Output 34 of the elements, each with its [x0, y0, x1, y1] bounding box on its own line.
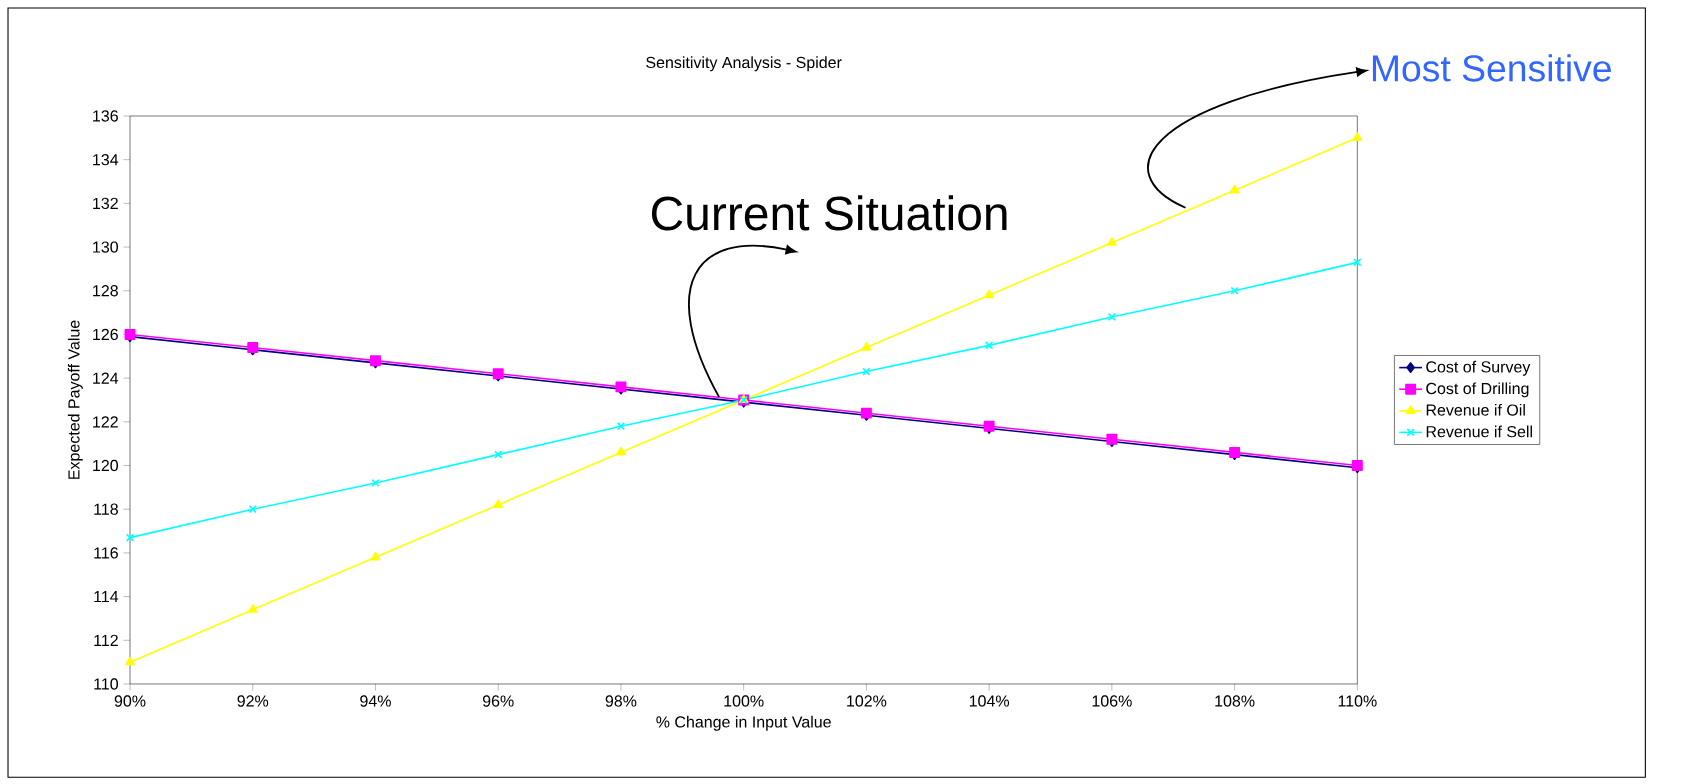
- x-tick-label: 98%: [605, 695, 637, 707]
- y-tick-label: 110: [94, 678, 119, 690]
- legend-label: Revenue if Sell: [1426, 425, 1532, 438]
- legend-label: Cost of Drilling: [1426, 382, 1529, 398]
- x-tick-label: 94%: [360, 695, 391, 707]
- x-tick-label: 108%: [1215, 695, 1255, 707]
- annotation: Most Sensitive: [1372, 54, 1611, 82]
- x-tick-label: 90%: [114, 695, 146, 707]
- x-tick-label: 96%: [482, 695, 514, 707]
- x-tick-label: 92%: [237, 695, 269, 707]
- y-tick-label: 136: [93, 110, 118, 122]
- x-axis-title: % Change in Input Value: [656, 715, 831, 731]
- y-tick-label: 122: [93, 416, 118, 428]
- x-tick-label: 104%: [969, 695, 1010, 707]
- y-tick-label: 126: [93, 328, 118, 341]
- y-tick-label: 134: [93, 154, 119, 166]
- y-tick-label: 118: [94, 503, 118, 515]
- y-tick-label: 128: [93, 285, 118, 297]
- annotation: Current Situation: [651, 195, 1007, 231]
- legend-label: Revenue if Oil: [1426, 403, 1525, 416]
- y-tick-label: 120: [93, 459, 119, 472]
- y-tick-label: 112: [94, 634, 118, 646]
- x-tick-label: 100%: [724, 695, 764, 707]
- x-tick-label: 110%: [1338, 695, 1377, 707]
- y-axis-title: Expected Payoff Value: [67, 320, 83, 479]
- y-tick-label: 114: [94, 591, 119, 603]
- x-tick-label: 106%: [1092, 695, 1132, 707]
- legend-label: Cost of Survey: [1426, 360, 1531, 376]
- y-tick-label: 124: [93, 372, 119, 384]
- y-tick-label: 130: [93, 241, 119, 253]
- y-tick-label: 116: [94, 547, 118, 559]
- chart-title: Sensitivity Analysis - Spider: [646, 56, 842, 72]
- x-tick-label: 102%: [847, 695, 887, 707]
- y-tick-label: 132: [93, 197, 118, 210]
